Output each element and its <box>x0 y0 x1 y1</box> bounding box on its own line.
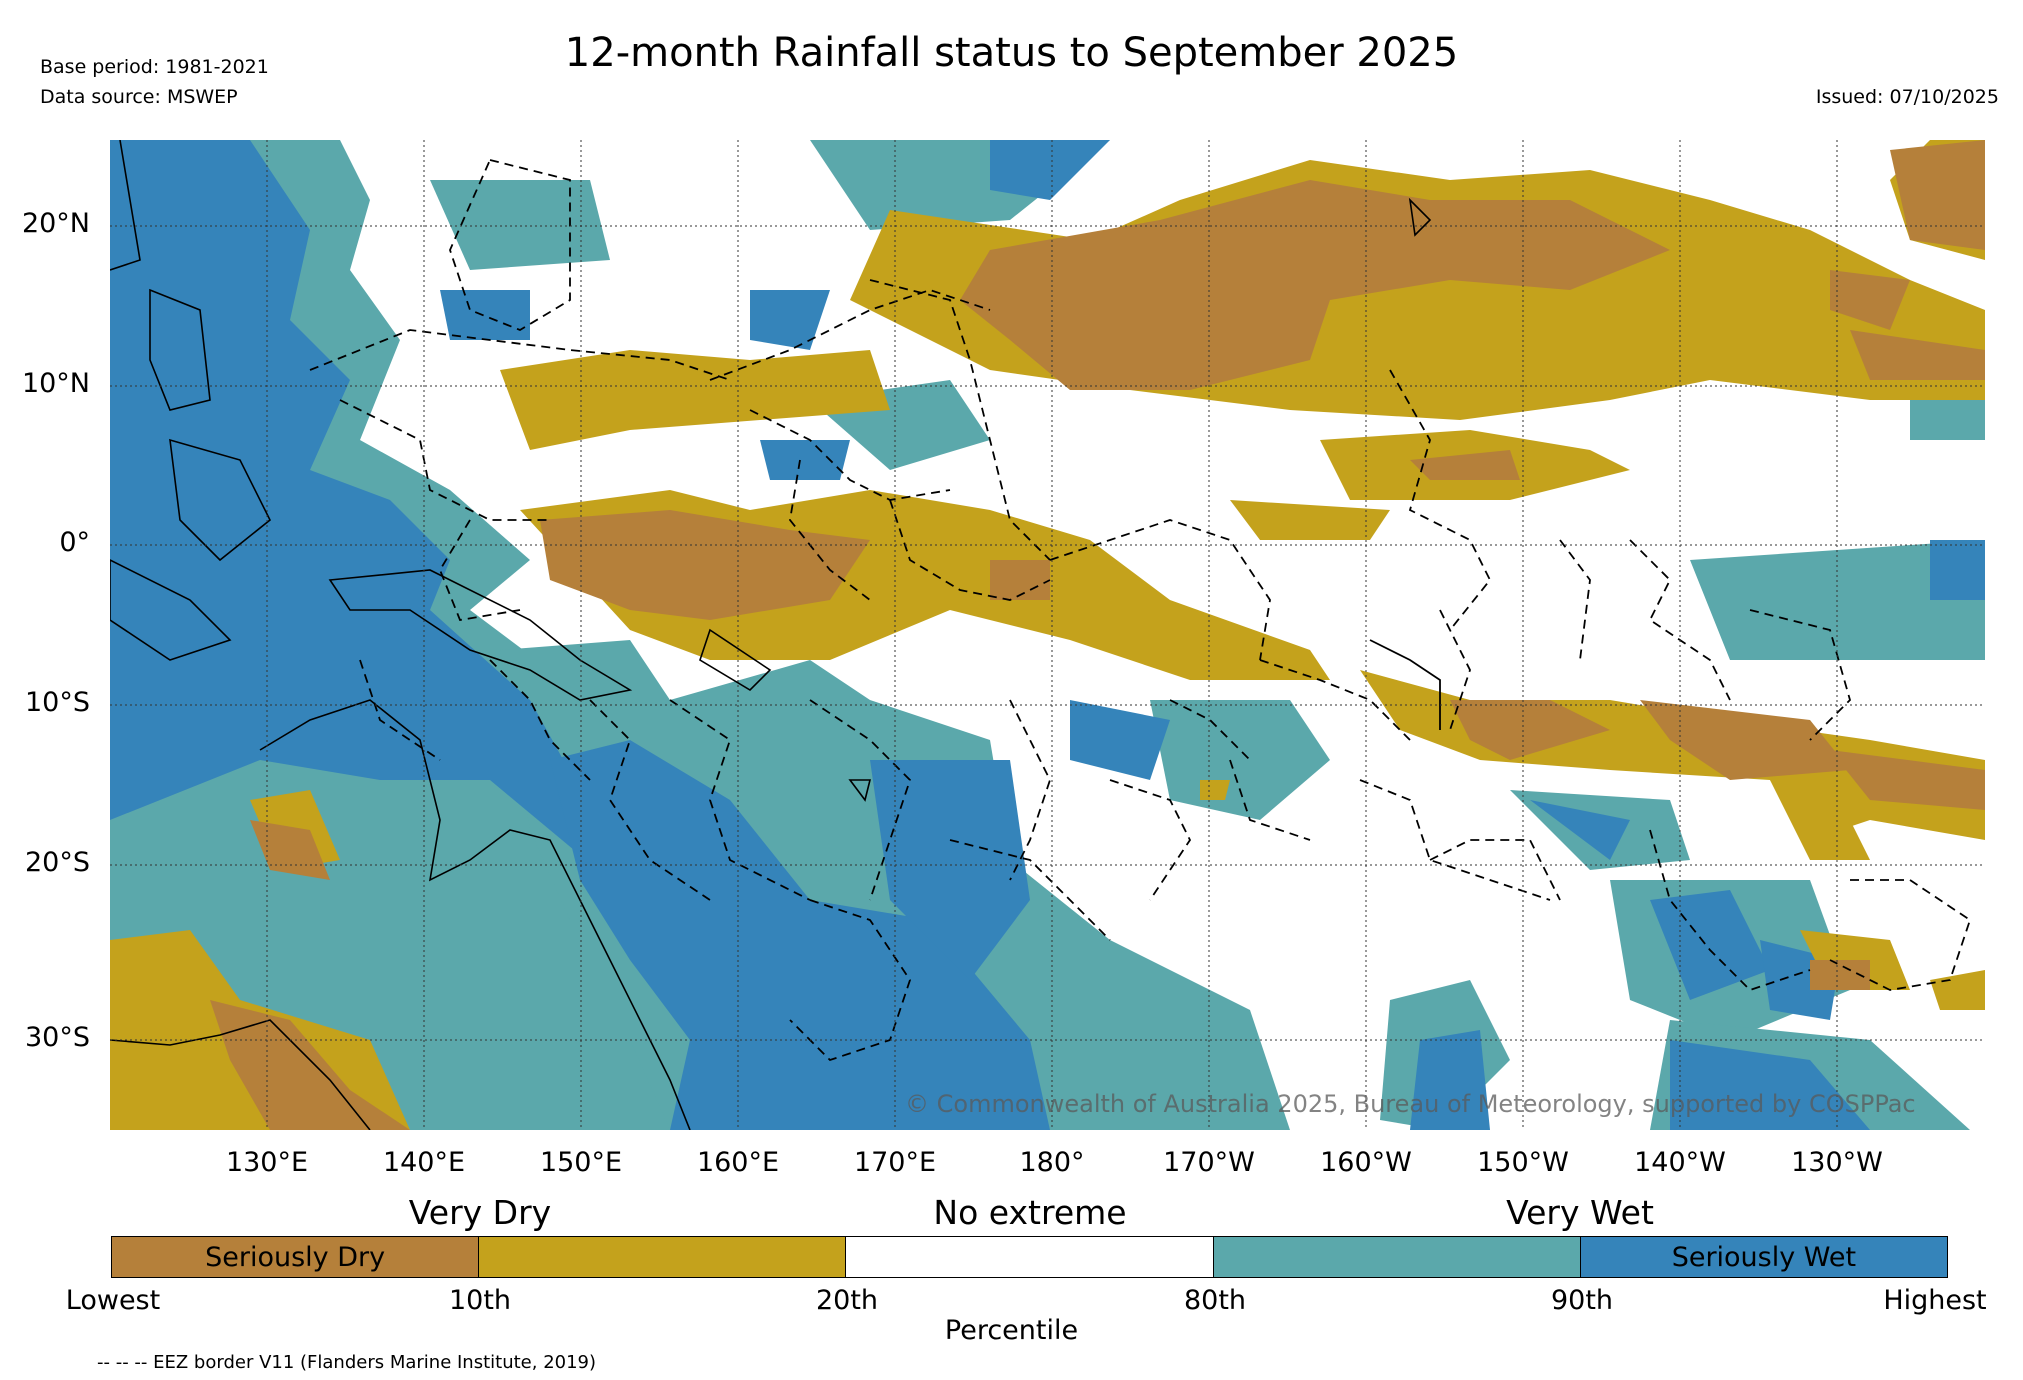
lon-label-160e: 160°E <box>696 1147 780 1178</box>
seriously-dry-regions <box>210 140 1985 1130</box>
legend-no-extreme-label: No extreme <box>933 1193 1127 1232</box>
lon-label-140e: 140°E <box>382 1147 466 1178</box>
lat-label-30s: 30°S <box>25 1022 90 1053</box>
colorbar-seriously-wet: Seriously Wet <box>1580 1237 1948 1277</box>
percentile-tick-highest: Highest <box>1883 1285 1987 1316</box>
lon-label-140w: 140°W <box>1634 1147 1726 1178</box>
seriously-wet-regions <box>110 140 1985 1130</box>
percentile-colorbar: Seriously Dry Seriously Wet <box>111 1236 1948 1278</box>
colorbar-seriously-dry: Seriously Dry <box>112 1237 480 1277</box>
base-period-text: Base period: 1981-2021 <box>40 56 269 78</box>
lon-label-160w: 160°W <box>1320 1147 1412 1178</box>
percentile-tick-lowest: Lowest <box>65 1285 161 1316</box>
eez-borders <box>309 158 1972 1062</box>
percentile-tick-80th: 80th <box>1183 1285 1247 1316</box>
percentile-tick-10th: 10th <box>448 1285 512 1316</box>
coastlines <box>110 140 1432 1130</box>
eez-note: -- -- -- EEZ border V11 (Flanders Marine… <box>97 1352 597 1373</box>
percentile-tick-20th: 20th <box>815 1285 879 1316</box>
lat-label-0: 0° <box>59 527 90 558</box>
lon-label-170w: 170°W <box>1163 1147 1255 1178</box>
colorbar-very-dry <box>479 1237 847 1277</box>
lat-label-20s: 20°S <box>25 847 90 878</box>
gridlines <box>110 140 1985 1130</box>
legend-very-wet-label: Very Wet <box>1506 1193 1654 1232</box>
data-source-text: Data source: MSWEP <box>40 86 238 108</box>
percentile-axis-label: Percentile <box>944 1315 1079 1346</box>
rainfall-map <box>110 140 1985 1130</box>
colorbar-no-extreme <box>846 1237 1214 1277</box>
percentile-tick-90th: 90th <box>1550 1285 1614 1316</box>
lon-label-130w: 130°W <box>1791 1147 1883 1178</box>
copyright-watermark: © Commonwealth of Australia 2025, Bureau… <box>905 1090 1916 1118</box>
map-title: 12-month Rainfall status to September 20… <box>564 30 1459 76</box>
lat-label-10s: 10°S <box>25 687 90 718</box>
legend-very-dry-label: Very Dry <box>408 1193 552 1232</box>
lon-label-150e: 150°E <box>539 1147 623 1178</box>
lon-label-150w: 150°W <box>1477 1147 1569 1178</box>
lat-label-20n: 20°N <box>21 208 90 239</box>
lon-label-180: 180° <box>1019 1147 1085 1178</box>
lon-label-130e: 130°E <box>225 1147 309 1178</box>
lon-label-170e: 170°E <box>853 1147 937 1178</box>
issued-date-text: Issued: 07/10/2025 <box>1815 86 1999 108</box>
lat-label-10n: 10°N <box>21 368 90 399</box>
colorbar-very-wet <box>1213 1237 1581 1277</box>
